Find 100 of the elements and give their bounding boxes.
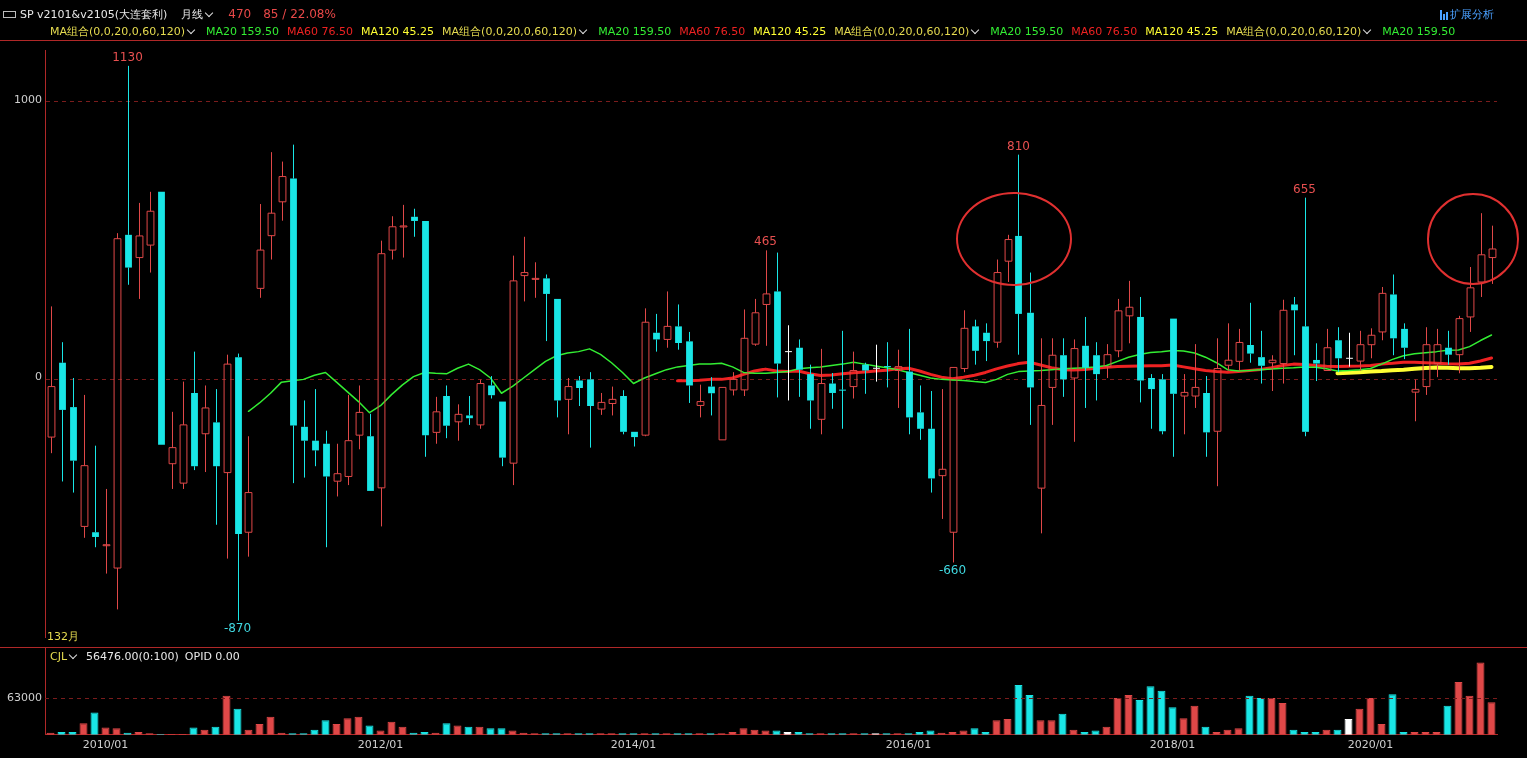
candlestick <box>235 353 242 622</box>
candlestick <box>1103 343 1112 379</box>
candlestick <box>1125 280 1134 344</box>
candlestick <box>355 384 364 450</box>
candlestick <box>47 305 56 454</box>
candlestick <box>641 307 650 436</box>
candlestick <box>1401 322 1408 360</box>
candlestick <box>443 384 450 439</box>
candlestick <box>1082 316 1089 409</box>
text: MA60 76.50 <box>679 25 746 38</box>
candlestick <box>1268 354 1277 392</box>
candlestick <box>608 386 617 416</box>
candlestick <box>113 232 122 610</box>
legend-title: MA组合(0,0,20,0,60,120) <box>50 24 187 39</box>
candlestick <box>894 349 903 409</box>
candlestick <box>1345 332 1354 368</box>
text: MA组合(0,0,20,0,60,120) <box>1226 25 1362 38</box>
text: MA20 159.50 <box>1382 25 1456 38</box>
x-tick-label: 2020/01 <box>1347 738 1394 752</box>
text: MA120 45.25 <box>753 25 827 38</box>
candlestick <box>564 377 573 435</box>
candlestick <box>1159 373 1166 435</box>
candlestick <box>70 377 77 494</box>
candlestick <box>191 351 198 471</box>
candlestick <box>1356 330 1365 371</box>
x-tick-label: 2016/01 <box>885 738 932 752</box>
candlestick <box>267 151 276 261</box>
chart-title: SP v2101&v2105(大连套利) <box>20 6 168 22</box>
text: 85 / 22.08% <box>263 7 336 21</box>
candlestick <box>312 388 319 467</box>
candlestick <box>620 389 627 435</box>
candlestick <box>576 375 583 407</box>
candlestick <box>796 338 803 398</box>
candlestick <box>1411 379 1420 422</box>
candlestick <box>531 261 540 299</box>
candlestick <box>543 274 550 342</box>
candlestick <box>135 202 144 300</box>
candlestick <box>1488 225 1497 285</box>
annotation: 56476.00(0:100) <box>86 650 179 663</box>
candlestick <box>829 372 836 410</box>
candlestick <box>1114 298 1123 358</box>
candlestick <box>983 322 990 362</box>
candlestick <box>1060 337 1067 398</box>
candlestick <box>323 430 330 548</box>
candlestick <box>411 208 418 238</box>
candlestick <box>675 303 682 351</box>
candlestick <box>509 255 518 486</box>
candlestick <box>1213 337 1222 487</box>
candlestick <box>1170 318 1177 458</box>
annotation: -660 <box>938 562 967 577</box>
candlestick <box>1258 330 1265 385</box>
x-tick-label: 2018/01 <box>1149 738 1196 752</box>
candlestick <box>938 388 947 520</box>
x-tick-label: 2010/01 <box>82 738 129 752</box>
text: MA120 45.25 <box>361 25 435 38</box>
candlestick <box>1191 343 1200 409</box>
candlestick <box>696 384 705 418</box>
candlestick <box>399 204 408 259</box>
candlestick <box>1279 299 1288 385</box>
candlestick <box>488 375 495 400</box>
candlestick <box>1390 274 1397 356</box>
candlestick <box>1048 337 1057 426</box>
candlestick <box>388 215 397 261</box>
candlestick <box>1455 315 1464 374</box>
candlestick <box>59 341 66 482</box>
x-tick-label: 2014/01 <box>610 738 657 752</box>
candlestick <box>960 309 969 373</box>
annotation: 132月 <box>47 629 79 644</box>
text: 470 <box>228 7 252 21</box>
candlestick <box>1422 326 1431 396</box>
candlestick <box>102 488 111 575</box>
candlestick <box>1291 296 1298 356</box>
candlestick <box>653 313 660 353</box>
candlestick <box>928 390 935 494</box>
candlestick <box>146 191 155 274</box>
text: 月线 <box>181 6 204 22</box>
candlestick <box>367 413 374 491</box>
candlestick <box>1203 375 1210 458</box>
candlestick <box>377 240 386 527</box>
candlestick <box>466 395 473 426</box>
candlestick <box>520 236 529 302</box>
candlestick <box>432 396 441 445</box>
candlestick <box>1247 302 1254 364</box>
candlestick <box>125 65 132 286</box>
text: MA60 76.50 <box>287 25 354 38</box>
candlestick <box>972 319 979 366</box>
candlestick <box>993 259 1002 349</box>
candlestick <box>344 394 353 486</box>
candlestick <box>1466 266 1475 333</box>
candlestick <box>223 354 232 560</box>
text: MA20 159.50 <box>598 25 672 38</box>
candlestick <box>244 435 253 558</box>
candlestick <box>454 403 463 442</box>
candlestick <box>333 443 342 497</box>
candlestick <box>554 298 561 418</box>
annotation: 1130 <box>112 49 143 64</box>
candlestick <box>1027 272 1034 426</box>
candlestick <box>839 330 846 430</box>
candlestick <box>663 290 672 349</box>
candlestick <box>278 161 287 222</box>
